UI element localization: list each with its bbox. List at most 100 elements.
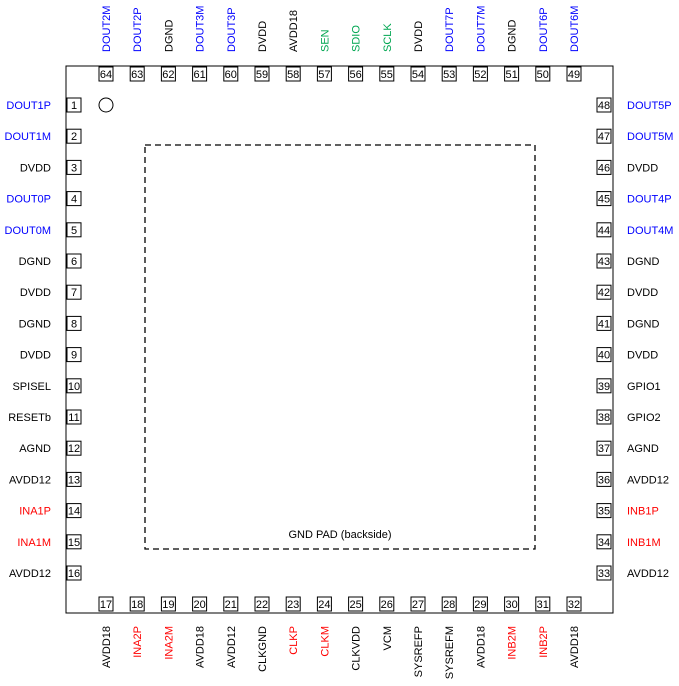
ground-pad-label: GND PAD (backside) bbox=[288, 529, 391, 541]
pin-34: 34 INB1M bbox=[596, 534, 661, 550]
pin-4: 4 DOUT0P bbox=[6, 191, 82, 207]
pin-box bbox=[472, 66, 488, 82]
pin-number: 4 bbox=[71, 194, 77, 206]
pin-label: DOUT4P bbox=[627, 194, 672, 206]
pin-number: 9 bbox=[71, 350, 77, 362]
pin-number: 30 bbox=[505, 599, 517, 611]
pin-number: 48 bbox=[598, 100, 610, 112]
pin-number: 33 bbox=[598, 568, 610, 580]
pin-39: 39 GPIO1 bbox=[596, 378, 661, 394]
pin-number: 14 bbox=[68, 506, 80, 518]
pin-box bbox=[66, 222, 82, 238]
pin-51: 51 DGND bbox=[504, 20, 520, 82]
pin-49: 49 DOUT6M bbox=[566, 6, 582, 82]
pin-box bbox=[596, 378, 612, 394]
pin-number: 44 bbox=[598, 225, 610, 237]
pin-number: 54 bbox=[412, 69, 424, 81]
pin-16: 16 AVDD12 bbox=[9, 565, 82, 581]
pin-box bbox=[596, 128, 612, 144]
pin-number: 41 bbox=[598, 318, 610, 330]
pin-label: DOUT0M bbox=[5, 225, 51, 237]
pin-number: 7 bbox=[71, 287, 77, 299]
pin-box bbox=[223, 66, 239, 82]
pin-box bbox=[566, 596, 582, 612]
pin-label: DVDD bbox=[257, 21, 269, 52]
pin-21: 21 AVDD12 bbox=[223, 596, 239, 668]
pin-number: 8 bbox=[71, 318, 77, 330]
pin-box bbox=[566, 66, 582, 82]
pin-number: 17 bbox=[100, 599, 112, 611]
pin-2: 2 DOUT1M bbox=[5, 128, 82, 144]
pin-1: 1 DOUT1P bbox=[6, 97, 82, 113]
pin-label: DOUT1M bbox=[5, 131, 51, 143]
pin-box bbox=[316, 596, 332, 612]
pin-box bbox=[129, 66, 145, 82]
pin-box bbox=[66, 284, 82, 300]
pin-label: DOUT7M bbox=[475, 6, 487, 52]
pin-12: 12 AGND bbox=[19, 440, 82, 456]
pin-59: 59 DVDD bbox=[254, 21, 270, 82]
pin-36: 36 AVDD12 bbox=[596, 471, 669, 487]
pin-number: 61 bbox=[193, 69, 205, 81]
exposed-ground-pad bbox=[144, 144, 536, 550]
pin-label: DVDD bbox=[413, 21, 425, 52]
pin-number: 64 bbox=[100, 69, 112, 81]
pin-box bbox=[129, 596, 145, 612]
pin-box bbox=[596, 253, 612, 269]
pin-box bbox=[66, 253, 82, 269]
pin-box bbox=[535, 66, 551, 82]
pin-box bbox=[596, 565, 612, 581]
pin-number: 5 bbox=[71, 225, 77, 237]
pin-number: 1 bbox=[71, 100, 77, 112]
pin-number: 59 bbox=[256, 69, 268, 81]
pin-label: CLKP bbox=[288, 626, 300, 655]
pin-number: 12 bbox=[68, 443, 80, 455]
pin-number: 11 bbox=[68, 412, 79, 424]
pin-number: 57 bbox=[318, 69, 330, 81]
pin-number: 15 bbox=[68, 537, 80, 549]
pin-17: 17 AVDD18 bbox=[98, 596, 114, 668]
pin-number: 28 bbox=[443, 599, 455, 611]
pin-number: 18 bbox=[131, 599, 143, 611]
pin-box bbox=[410, 66, 426, 82]
pin-number: 26 bbox=[381, 599, 393, 611]
pin-label: AVDD12 bbox=[9, 474, 51, 486]
pin-19: 19 INA2M bbox=[160, 596, 176, 660]
pin-30: 30 INB2M bbox=[504, 596, 520, 660]
pin-44: 44 DOUT4M bbox=[596, 222, 673, 238]
pin-label: INA1M bbox=[17, 537, 51, 549]
pin-box bbox=[66, 347, 82, 363]
pin-number: 24 bbox=[318, 599, 330, 611]
pin-box bbox=[379, 596, 395, 612]
pin-label: DOUT5M bbox=[627, 131, 673, 143]
pin-label: RESETb bbox=[8, 412, 51, 424]
pin-box bbox=[160, 596, 176, 612]
pin-box bbox=[66, 191, 82, 207]
pin-40: 40 DVDD bbox=[596, 347, 658, 363]
pin-number: 36 bbox=[598, 474, 610, 486]
pin-label: CLKM bbox=[319, 626, 331, 657]
pin-label: DVDD bbox=[20, 350, 51, 362]
pin-label: INB1P bbox=[627, 506, 659, 518]
pin-number: 51 bbox=[505, 69, 517, 81]
pin-62: 62 DGND bbox=[160, 20, 176, 82]
pin-box bbox=[98, 596, 114, 612]
pin-number: 55 bbox=[381, 69, 393, 81]
pin-box bbox=[66, 128, 82, 144]
pin-48: 48 DOUT5P bbox=[596, 97, 672, 113]
pin-3: 3 DVDD bbox=[20, 159, 82, 175]
pin-box bbox=[66, 440, 82, 456]
pin-label: DOUT4M bbox=[627, 225, 673, 237]
pin-38: 38 GPIO2 bbox=[596, 409, 661, 425]
pin-box bbox=[192, 66, 208, 82]
pin-label: SCLK bbox=[382, 23, 394, 52]
pin-label: SDIO bbox=[351, 25, 363, 52]
pin-52: 52 DOUT7M bbox=[472, 6, 488, 82]
pin-label: DGND bbox=[19, 318, 51, 330]
pin1-indicator-circle bbox=[98, 97, 114, 113]
pin-45: 45 DOUT4P bbox=[596, 191, 672, 207]
pin-number: 45 bbox=[598, 194, 610, 206]
pin-label: AVDD18 bbox=[475, 626, 487, 668]
pin-number: 2 bbox=[71, 131, 77, 143]
pin-number: 13 bbox=[68, 474, 80, 486]
